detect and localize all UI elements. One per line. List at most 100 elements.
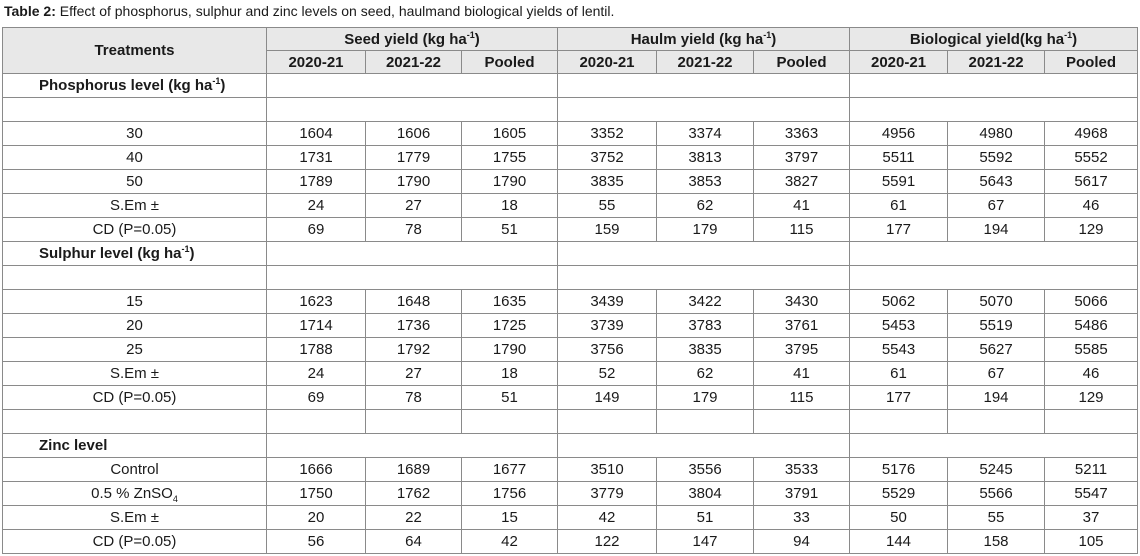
empty-cell — [849, 265, 1139, 290]
section-header-row: Phosphorus level (kg ha-1) — [2, 73, 1139, 98]
value-cell: 4956 — [849, 121, 949, 146]
table-row: 15 1623 1648 1635 3439 3422 3430 5062 5070 5066 — [2, 289, 1139, 314]
table-row: 0.5 % ZnSO4 1750 1762 1756 3779 3804 3791 5529 5… — [2, 481, 1139, 506]
value-cell: 3439 — [557, 289, 657, 314]
value-cell: 64 — [365, 529, 462, 554]
empty-cell — [849, 73, 1139, 98]
value-cell: 179 — [656, 385, 754, 410]
year-header: 2020-21 — [849, 50, 949, 74]
value-cell: 115 — [752, 385, 851, 410]
header-row-years: 2020-21 2021-22 Pooled 2020-21 2021-22 P… — [2, 50, 1139, 74]
empty-cell — [461, 409, 558, 434]
value-cell: 1623 — [266, 289, 366, 314]
value-cell: 149 — [557, 385, 657, 410]
treatment-label: 0.5 % ZnSO4 — [2, 481, 267, 506]
value-cell: 61 — [849, 193, 949, 218]
value-cell: 1779 — [365, 145, 462, 170]
value-cell: 5547 — [1044, 481, 1139, 506]
value-cell: 1789 — [266, 169, 366, 194]
year-header: Pooled — [1044, 50, 1139, 74]
empty-cell — [266, 241, 558, 266]
value-cell: 1604 — [266, 121, 366, 146]
value-cell: 1714 — [266, 313, 366, 338]
empty-cell — [2, 97, 267, 122]
treatment-label: 20 — [2, 313, 267, 338]
value-cell: 5066 — [1044, 289, 1139, 314]
value-cell: 115 — [752, 217, 851, 242]
empty-cell — [947, 409, 1046, 434]
value-cell: 50 — [849, 505, 949, 530]
value-cell: 5543 — [849, 337, 949, 362]
empty-cell — [849, 241, 1139, 266]
treatment-label: 30 — [2, 121, 267, 146]
section-title: Phosphorus level (kg ha-1) — [2, 73, 267, 98]
value-cell: 3827 — [752, 169, 851, 194]
value-cell: 1756 — [461, 481, 558, 506]
table-row: S.Em ±24 27 18 55 62 41 61 67 46 — [2, 193, 1139, 218]
header-row-groups: Treatments Seed yield (kg ha-1) Haulm yi… — [2, 27, 1139, 74]
value-cell: 24 — [266, 193, 366, 218]
empty-cell — [557, 409, 657, 434]
value-cell: 1677 — [461, 457, 558, 482]
table-row: S.Em ±24 27 18 52 62 41 61 67 46 — [2, 361, 1139, 386]
empty-cell — [2, 265, 267, 290]
value-cell: 3430 — [752, 289, 851, 314]
treatment-label: 50 — [2, 169, 267, 194]
value-cell: 3797 — [752, 145, 851, 170]
table-row: S.Em ±20 22 15 42 51 33 50 55 37 — [2, 505, 1139, 530]
value-cell: 24 — [266, 361, 366, 386]
value-cell: 1790 — [365, 169, 462, 194]
value-cell: 5453 — [849, 313, 949, 338]
year-header: 2021-22 — [656, 50, 754, 74]
value-cell: 5245 — [947, 457, 1046, 482]
empty-cell — [556, 265, 851, 290]
year-header: 2020-21 — [266, 50, 366, 74]
value-cell: 3752 — [557, 145, 657, 170]
empty-cell — [266, 97, 558, 122]
value-cell: 3791 — [752, 481, 851, 506]
value-cell: 1792 — [365, 337, 462, 362]
value-cell: 179 — [656, 217, 754, 242]
value-cell: 67 — [947, 361, 1046, 386]
table-row: Control 1666 1689 1677 3510 3556 3533 5176 5245 5… — [2, 457, 1139, 482]
value-cell: 129 — [1044, 217, 1139, 242]
value-cell: 3422 — [656, 289, 754, 314]
value-cell: 33 — [752, 505, 851, 530]
caption-label: Table 2: — [4, 3, 56, 19]
value-cell: 3510 — [557, 457, 657, 482]
seed-yield-header: Seed yield (kg ha-1) — [266, 27, 558, 51]
value-cell: 51 — [656, 505, 754, 530]
value-cell: 3739 — [557, 313, 657, 338]
value-cell: 5591 — [849, 169, 949, 194]
year-header: 2021-22 — [365, 50, 462, 74]
year-header: 2020-21 — [557, 50, 657, 74]
value-cell: 3813 — [656, 145, 754, 170]
value-cell: 1666 — [266, 457, 366, 482]
section-header-row: Zinc level — [2, 433, 1139, 458]
treatment-label: S.Em ± — [2, 505, 267, 530]
value-cell: 194 — [947, 385, 1046, 410]
value-cell: 3756 — [557, 337, 657, 362]
value-cell: 1731 — [266, 145, 366, 170]
empty-cell — [556, 433, 851, 458]
treatments-header: Treatments — [2, 27, 267, 74]
value-cell: 42 — [557, 505, 657, 530]
empty-cell — [365, 409, 462, 434]
table-row: CD (P=0.05) 56 64 42 122 147 94 144 158 105 — [2, 529, 1139, 554]
value-cell: 105 — [1044, 529, 1139, 554]
treatment-label: 25 — [2, 337, 267, 362]
value-cell: 3374 — [656, 121, 754, 146]
section-title: Zinc level — [2, 433, 267, 458]
value-cell: 56 — [266, 529, 366, 554]
spacer-row — [2, 409, 1139, 434]
value-cell: 3783 — [656, 313, 754, 338]
haulm-yield-header: Haulm yield (kg ha-1) — [556, 27, 851, 51]
empty-cell — [556, 241, 851, 266]
value-cell: 3352 — [557, 121, 657, 146]
value-cell: 3761 — [752, 313, 851, 338]
value-cell: 51 — [461, 385, 558, 410]
value-cell: 5592 — [947, 145, 1046, 170]
table-row: 40 1731 1779 1755 3752 3813 3797 5511 5592 5552 — [2, 145, 1139, 170]
value-cell: 4968 — [1044, 121, 1139, 146]
table-row: 20 1714 1736 1725 3739 3783 3761 5453 5519 5486 — [2, 313, 1139, 338]
